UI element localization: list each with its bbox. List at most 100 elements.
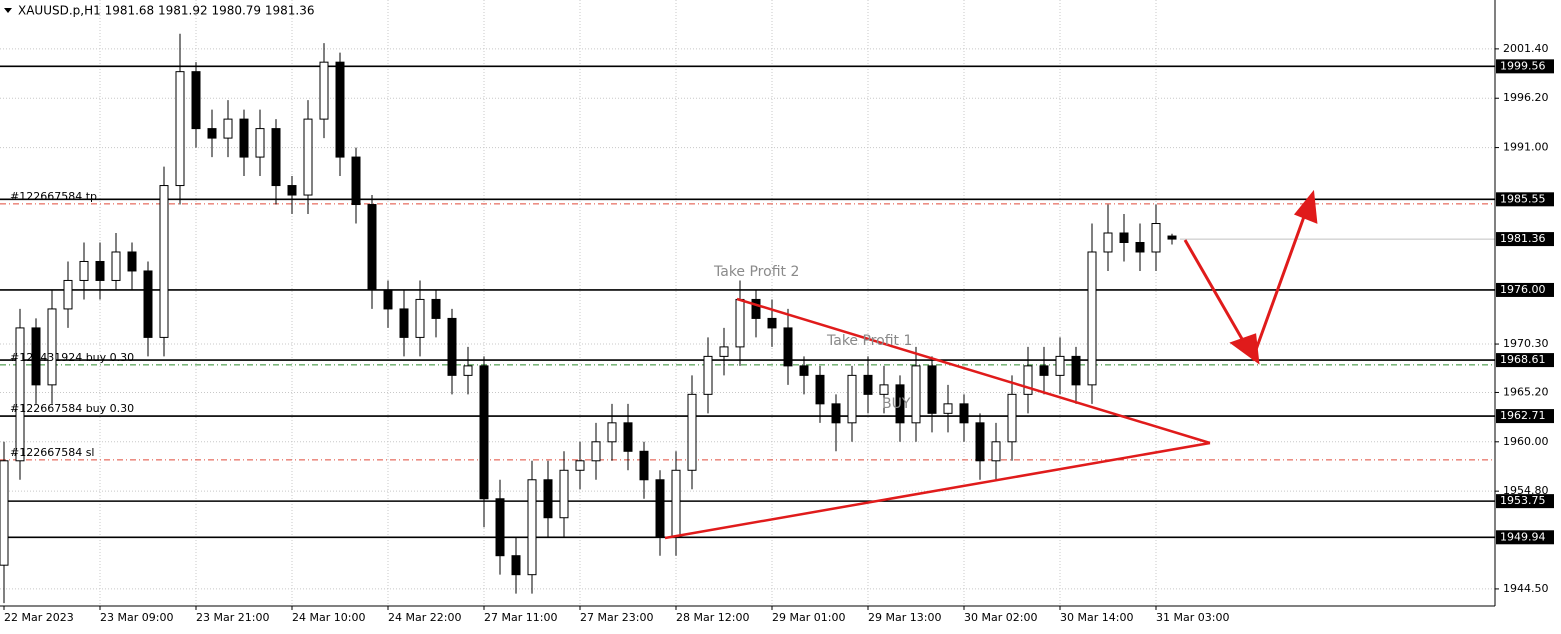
level-box bbox=[1496, 59, 1554, 74]
candle-body bbox=[815, 374, 825, 405]
candle-body bbox=[863, 374, 873, 395]
candle-body bbox=[1071, 355, 1081, 386]
candle-body bbox=[719, 346, 729, 357]
candle-body bbox=[1103, 232, 1113, 253]
order-label: #122431924 buy 0.30 bbox=[10, 351, 134, 364]
candle-body bbox=[879, 384, 889, 395]
candle-body bbox=[175, 71, 185, 187]
annotation: Take Profit 1 bbox=[826, 333, 912, 349]
candle-body bbox=[655, 479, 665, 538]
candle-body bbox=[671, 469, 681, 538]
candle-body bbox=[511, 555, 521, 576]
candle-body bbox=[127, 251, 137, 272]
candle-body bbox=[607, 422, 617, 443]
candle-body bbox=[303, 118, 313, 196]
annotation: BUY bbox=[882, 396, 911, 412]
candle-body bbox=[383, 289, 393, 310]
candle-body bbox=[735, 298, 745, 348]
candle-body bbox=[575, 460, 585, 471]
candle-body bbox=[927, 365, 937, 414]
candle-body bbox=[559, 469, 569, 519]
labels: #122667584 tp #122431924 buy 0.30 #1226675… bbox=[10, 59, 1554, 545]
x-tick-label: 24 Mar 10:00 bbox=[292, 611, 365, 624]
candle-body bbox=[1055, 355, 1065, 376]
candle-body bbox=[255, 128, 265, 158]
candle-body bbox=[943, 403, 953, 414]
level-label: 1999.56 bbox=[1500, 59, 1546, 72]
plot bbox=[0, 33, 1495, 604]
annotation: Take Profit 2 bbox=[713, 264, 799, 280]
candle-body bbox=[831, 403, 841, 424]
chart-title: XAUUSD.p,H1 1981.68 1981.92 1980.79 1981… bbox=[18, 4, 315, 18]
level-box bbox=[1496, 192, 1554, 207]
candle-body bbox=[767, 317, 777, 329]
candle-body bbox=[975, 422, 985, 462]
candle-body bbox=[703, 355, 713, 395]
level-label: 1962.71 bbox=[1500, 409, 1546, 422]
candle-body bbox=[591, 441, 601, 462]
arrow-head bbox=[1229, 333, 1260, 365]
candle-body bbox=[287, 185, 297, 196]
arrow-head bbox=[1293, 189, 1318, 224]
candle-body bbox=[223, 118, 233, 139]
candle-body bbox=[47, 308, 57, 386]
candle-body bbox=[991, 441, 1001, 462]
y-tick-label: 1954.80 bbox=[1503, 484, 1549, 497]
candle-body bbox=[367, 204, 377, 291]
candle-body bbox=[319, 61, 329, 120]
y-tick-label: 1996.20 bbox=[1503, 91, 1549, 104]
candle-body bbox=[399, 308, 409, 338]
candle-body bbox=[415, 298, 425, 338]
grid: 2001.40 1996.20 1991.00 1970.30 1965.20 1960.… bbox=[0, 0, 1549, 624]
candle-body bbox=[479, 365, 489, 500]
candle-body bbox=[431, 298, 441, 319]
y-tick-label: 2001.40 bbox=[1503, 42, 1549, 55]
candle-body bbox=[63, 279, 73, 310]
x-tick-label: 23 Mar 21:00 bbox=[196, 611, 269, 624]
candle-body bbox=[847, 374, 857, 424]
menu-icon[interactable] bbox=[4, 8, 12, 13]
candle-body bbox=[959, 403, 969, 424]
candle-body bbox=[623, 422, 633, 452]
candle-body bbox=[799, 365, 809, 376]
candle-body bbox=[639, 450, 649, 481]
candle-body bbox=[207, 128, 217, 139]
y-tick-label: 1960.00 bbox=[1503, 435, 1549, 448]
candle-body bbox=[527, 479, 537, 576]
level-label: 1976.00 bbox=[1500, 283, 1546, 296]
level-label: 1968.61 bbox=[1500, 353, 1546, 366]
candle-body bbox=[463, 365, 473, 376]
x-tick-label: 22 Mar 2023 bbox=[4, 611, 74, 624]
x-tick-label: 23 Mar 09:00 bbox=[100, 611, 173, 624]
candle-body bbox=[687, 393, 697, 471]
order-label: #122667584 sl bbox=[10, 446, 95, 459]
candle-body bbox=[335, 61, 345, 158]
candle-body bbox=[143, 270, 153, 338]
candle-body bbox=[783, 327, 793, 367]
x-tick-label: 31 Mar 03:00 bbox=[1156, 611, 1229, 624]
candle-body bbox=[895, 384, 905, 424]
level-label: 1985.55 bbox=[1500, 192, 1546, 205]
level-box bbox=[1496, 409, 1554, 424]
x-tick-label: 30 Mar 14:00 bbox=[1060, 611, 1133, 624]
x-tick-label: 27 Mar 23:00 bbox=[580, 611, 653, 624]
candle-body bbox=[751, 298, 761, 319]
trend-line bbox=[664, 441, 1211, 540]
candle-body bbox=[1007, 393, 1017, 443]
candle-body bbox=[1135, 241, 1145, 253]
price-box bbox=[1496, 232, 1554, 247]
y-tick-label: 1970.30 bbox=[1503, 337, 1549, 350]
price-label: 1981.36 bbox=[1500, 232, 1546, 245]
candle-body bbox=[351, 156, 361, 206]
level-box bbox=[1496, 282, 1554, 297]
order-label: #122667584 buy 0.30 bbox=[10, 402, 134, 415]
y-tick-label: 1991.00 bbox=[1503, 141, 1549, 154]
candle-body bbox=[31, 327, 41, 386]
candle-body bbox=[95, 260, 105, 281]
x-tick-label: 29 Mar 13:00 bbox=[868, 611, 941, 624]
candle-body bbox=[79, 260, 89, 281]
candle-body bbox=[159, 185, 169, 338]
candle-body bbox=[543, 479, 553, 519]
level-box bbox=[1496, 494, 1554, 509]
